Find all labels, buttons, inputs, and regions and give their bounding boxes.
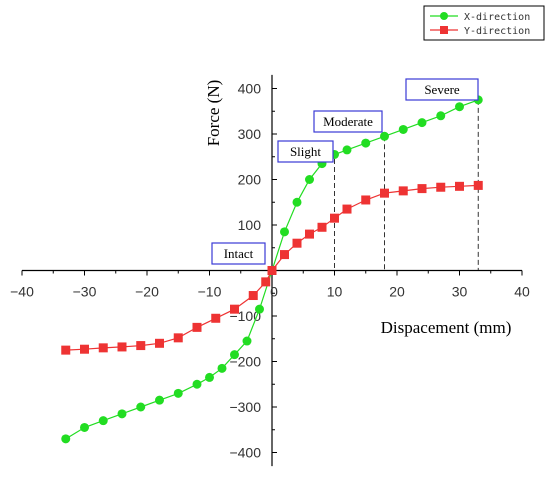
data-point [361, 138, 371, 148]
data-point [261, 277, 271, 287]
data-point [380, 131, 389, 141]
data-point [267, 266, 277, 275]
annotation-box [313, 110, 383, 133]
annotation-moderate: Moderate [313, 110, 383, 133]
x-tick-label: −20 [135, 284, 159, 300]
data-point [398, 124, 408, 134]
data-point [136, 402, 146, 412]
data-point [436, 182, 446, 192]
data-point [230, 350, 239, 360]
annotation-label: Moderate [323, 114, 373, 129]
data-point [173, 388, 183, 398]
legend-entry: X-direction [464, 12, 530, 23]
annotation-droplines [334, 99, 479, 271]
y-tick-label: −300 [229, 399, 261, 415]
legend-entry: Y-direction [464, 26, 530, 37]
annotation-label: Severe [424, 82, 460, 97]
annotation-severe: Severe [405, 78, 479, 101]
data-point [398, 186, 408, 196]
data-point [155, 395, 164, 405]
x-tick-label: −40 [10, 284, 34, 300]
data-point [192, 322, 202, 332]
data-point [230, 304, 239, 314]
series-y-direction [61, 180, 483, 355]
data-point [455, 102, 464, 112]
y-tick-label: −400 [229, 445, 261, 461]
data-point [342, 204, 352, 214]
x-tick-label: 0 [270, 284, 278, 300]
data-point [361, 195, 371, 205]
data-point [242, 336, 252, 346]
y-tick-label: 400 [238, 81, 262, 97]
data-point [255, 304, 264, 314]
axes: −40 −30 −20 −10 0 10 20 30 40−400−300−200−100100… [10, 74, 530, 467]
data-point [305, 229, 314, 239]
annotation-box [277, 140, 334, 163]
data-point [473, 180, 483, 190]
x-tick-label: −30 [73, 284, 97, 300]
data-point [280, 250, 289, 260]
x-tick-label: 20 [389, 284, 405, 300]
x-tick-label: 30 [452, 284, 468, 300]
data-point [211, 313, 221, 323]
annotation-box [211, 242, 266, 265]
series-x-direction [61, 95, 483, 444]
annotation-label: Slight [290, 144, 321, 159]
legend-marker [440, 26, 448, 34]
data-point [136, 341, 146, 351]
data-point [380, 188, 389, 198]
data-point [436, 111, 446, 121]
data-point [305, 175, 314, 184]
data-point [317, 222, 327, 232]
data-point [117, 342, 127, 352]
data-point [61, 434, 71, 444]
data-point [417, 118, 427, 128]
annotation-box [405, 78, 479, 101]
data-point [192, 379, 202, 389]
annotation-intact: Intact [211, 242, 266, 265]
data-point [80, 422, 89, 432]
y-tick-label: 100 [238, 217, 262, 233]
annotation-label: Intact [224, 246, 254, 261]
data-point [342, 145, 352, 155]
data-point [80, 344, 89, 354]
data-point [117, 409, 127, 419]
data-point [98, 343, 108, 353]
legend-marker [440, 12, 448, 20]
data-point [155, 338, 164, 348]
y-tick-label: 300 [238, 126, 262, 142]
y-tick-label: 200 [238, 172, 262, 188]
data-point [280, 227, 289, 237]
data-point [417, 184, 427, 194]
legend: X-direction Y-direction [423, 5, 545, 41]
data-point [61, 345, 71, 355]
annotation-slight: Slight [277, 140, 334, 163]
data-point [217, 363, 227, 373]
series-layer [61, 95, 483, 444]
legend-box [423, 5, 545, 41]
x-tick-label: 10 [327, 284, 343, 300]
data-point [455, 181, 464, 191]
x-tick-label: −10 [198, 284, 222, 300]
data-point [173, 333, 183, 343]
x-axis-title: Dispacement (mm) [381, 318, 512, 337]
x-tick-label: 40 [514, 284, 530, 300]
data-point [330, 213, 339, 223]
data-point [248, 291, 258, 301]
data-point [292, 238, 302, 248]
y-axis-title: Force (N) [204, 80, 223, 147]
data-point [205, 372, 214, 382]
data-point [98, 416, 108, 426]
data-point [292, 197, 302, 207]
